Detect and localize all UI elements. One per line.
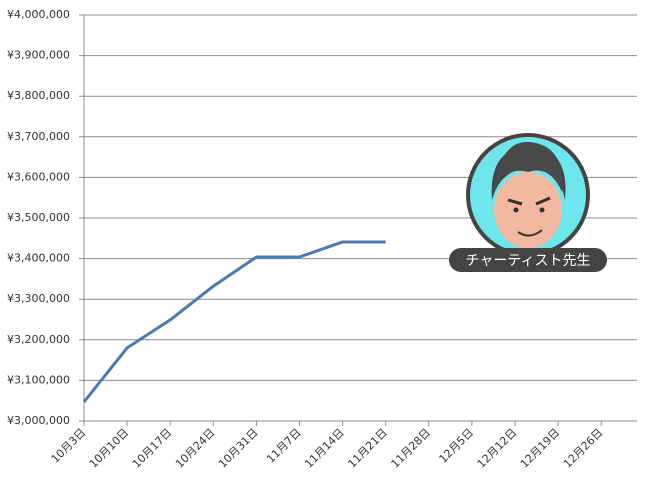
character: チャーティスト先生 [449,133,607,272]
x-tick-label: 10月31日 [216,426,261,471]
y-tick-label: ¥3,800,000 [7,89,70,102]
x-tick-label: 12月19日 [518,426,563,471]
x-tick-label: 12月26日 [561,426,606,471]
x-tick-label: 11月28日 [388,426,433,471]
y-tick-label: ¥3,500,000 [7,211,70,224]
character-label: チャーティスト先生 [465,253,590,269]
x-tick-label: 11月7日 [264,426,304,466]
x-tick-label: 12月12日 [475,426,520,471]
x-tick-label: 11月14日 [302,426,347,471]
y-tick-label: ¥3,300,000 [7,292,70,305]
y-tick-label: ¥3,400,000 [7,252,70,265]
y-tick-label: ¥3,200,000 [7,333,70,346]
x-tick-label: 10月10日 [87,426,132,471]
y-tick-label: ¥3,100,000 [7,373,70,386]
data-line [82,240,386,403]
x-tick-label: 10月17日 [130,426,175,471]
y-tick-label: ¥3,000,000 [7,414,70,427]
y-tick-label: ¥3,900,000 [7,49,70,62]
x-tick-label: 11月21日 [345,426,390,471]
x-tick-label: 10月3日 [49,426,89,466]
y-tick-label: ¥3,600,000 [7,170,70,183]
x-tick-label: 10月24日 [173,426,218,471]
y-tick-label: ¥4,000,000 [7,8,70,21]
y-tick-label: ¥3,700,000 [7,130,70,143]
x-tick-label: 12月5日 [437,426,477,466]
